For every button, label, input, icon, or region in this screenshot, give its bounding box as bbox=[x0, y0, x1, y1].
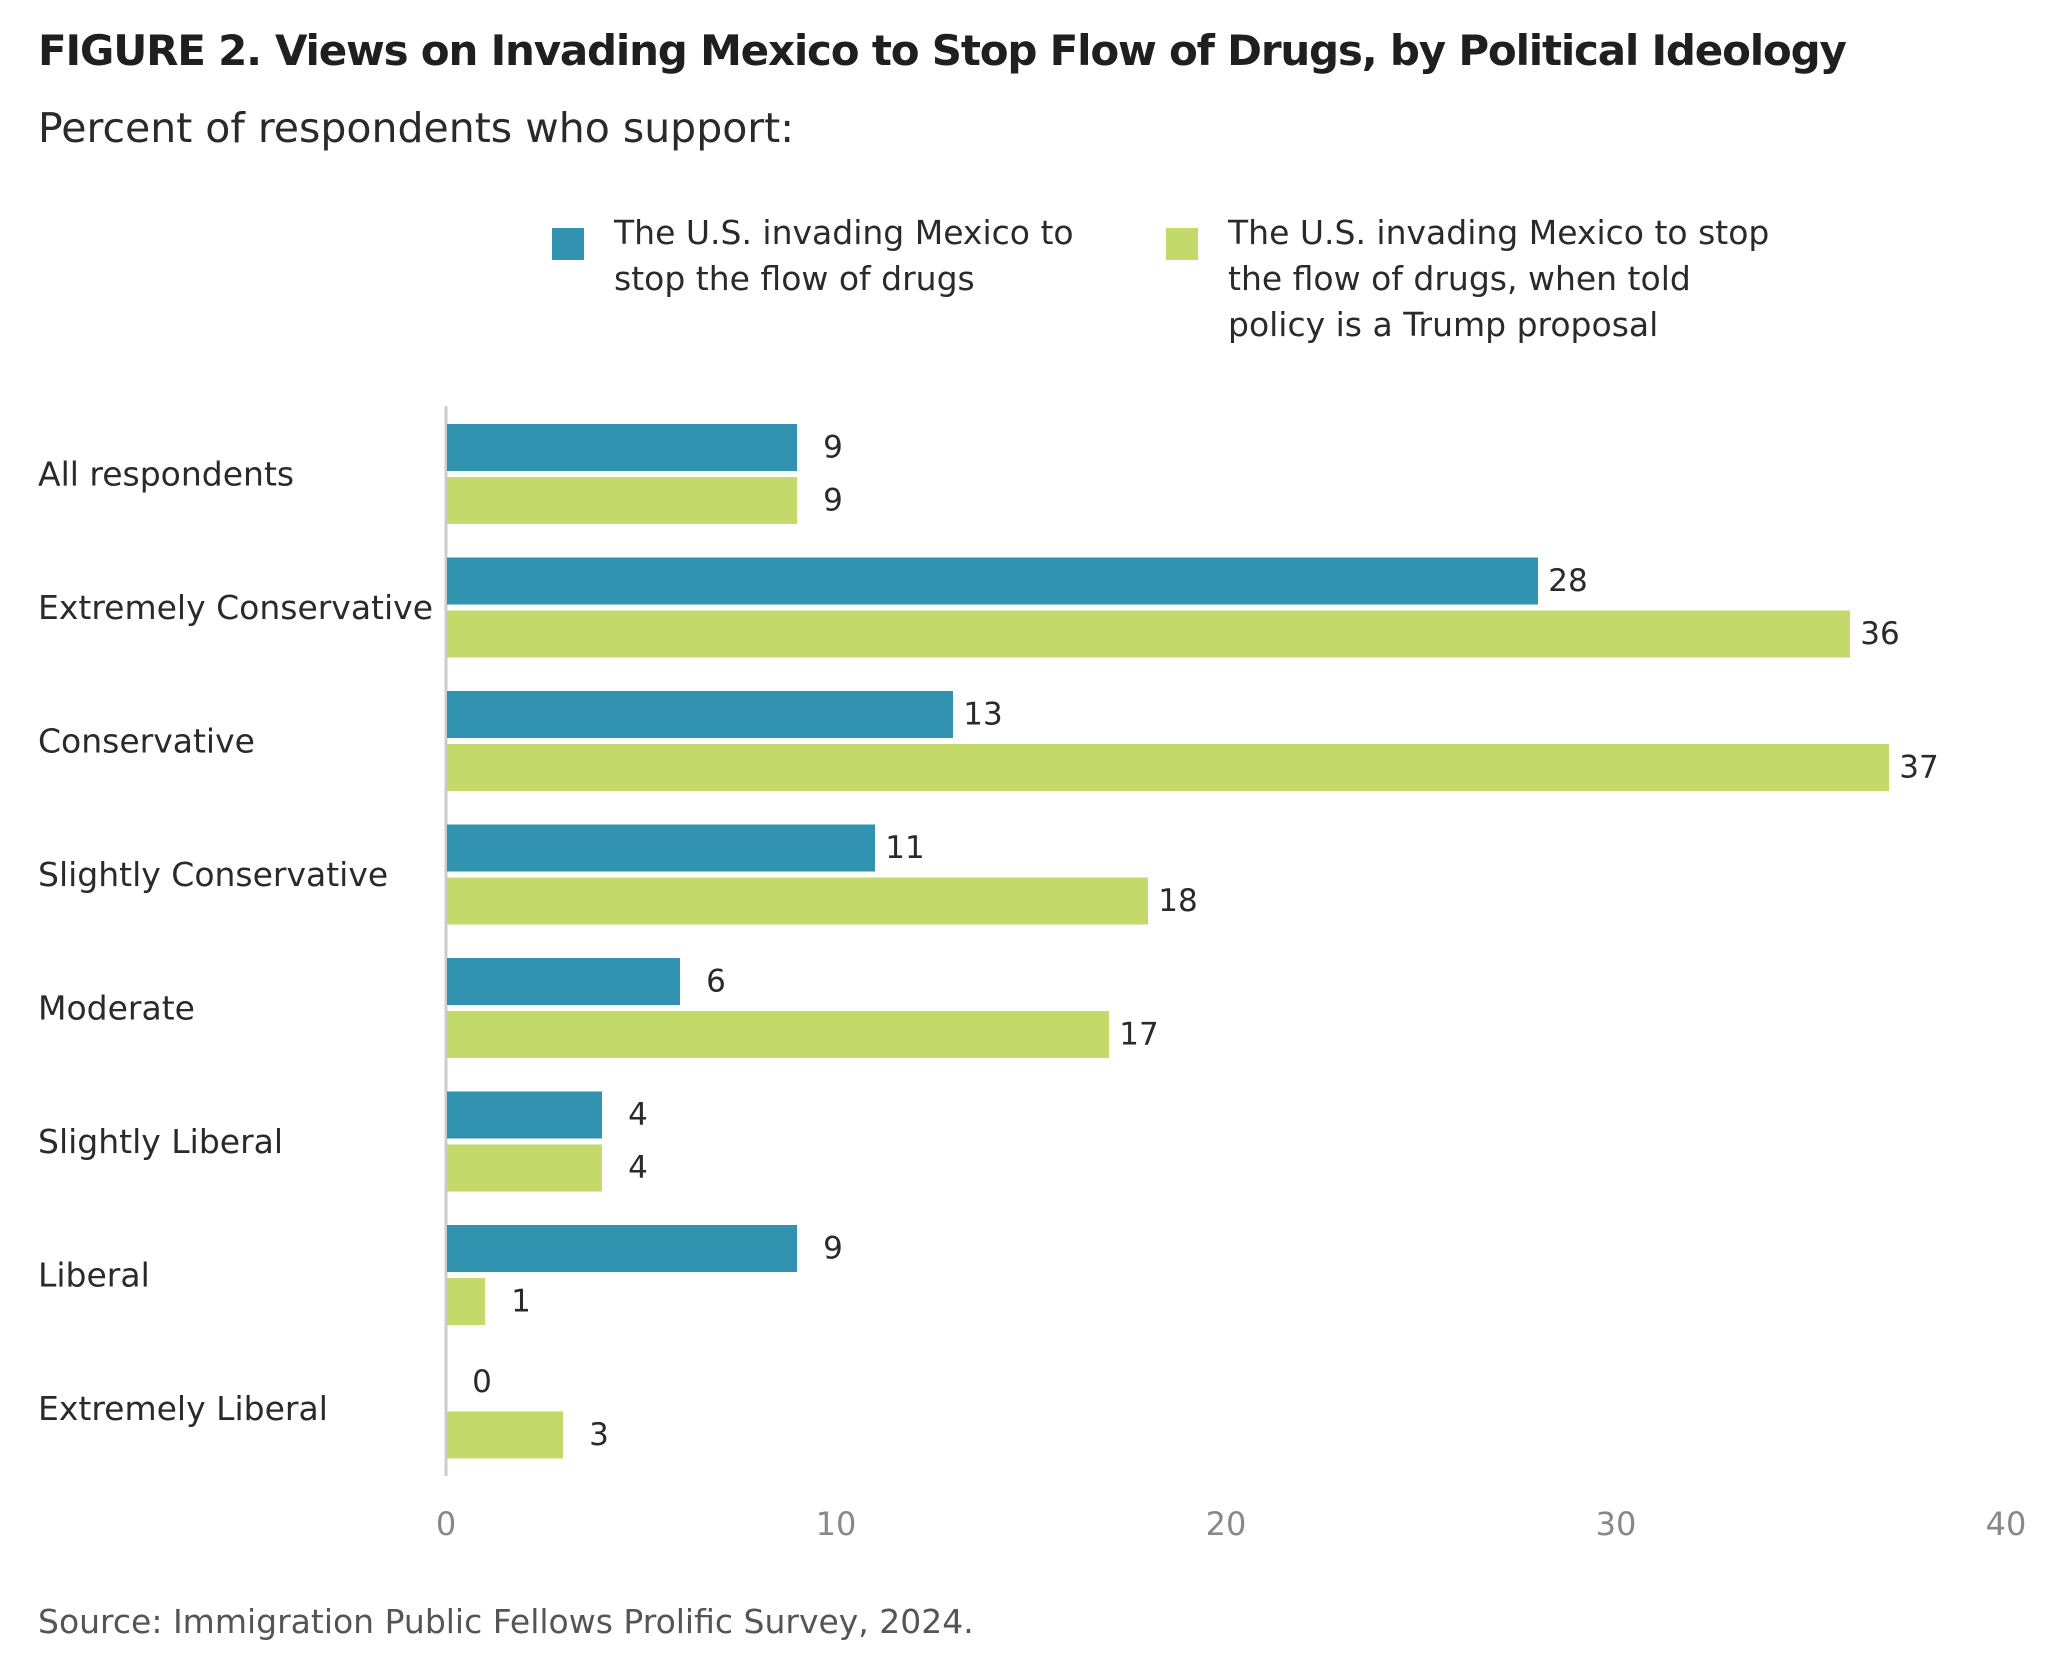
bar-series-2 bbox=[447, 610, 1850, 658]
bar-series-1 bbox=[447, 691, 953, 738]
figure-number: FIGURE 2. bbox=[38, 26, 262, 75]
bar-series-1 bbox=[447, 1225, 797, 1272]
category-label: Moderate bbox=[38, 989, 195, 1028]
x-tick-label: 40 bbox=[1986, 1505, 2027, 1543]
data-label-series-2: 36 bbox=[1860, 616, 1899, 652]
data-label-series-2: 37 bbox=[1899, 750, 1938, 786]
bar-series-2 bbox=[447, 477, 797, 524]
bar-series-2 bbox=[447, 1411, 563, 1459]
chart-legend: The U.S. invading Mexico to stop the flo… bbox=[0, 210, 2064, 360]
category-label: Conservative bbox=[38, 722, 255, 761]
data-label-series-1: 28 bbox=[1548, 563, 1587, 599]
data-label-series-2: 9 bbox=[823, 483, 843, 519]
category-label: Slightly Conservative bbox=[38, 855, 388, 894]
bar-series-2 bbox=[447, 1011, 1109, 1058]
source-note: Source: Immigration Public Fellows Proli… bbox=[38, 1602, 974, 1641]
data-label-series-1: 13 bbox=[963, 697, 1002, 733]
chart-title: FIGURE 2. Views on Invading Mexico to Sto… bbox=[38, 26, 1847, 75]
data-label-series-1: 11 bbox=[885, 830, 924, 866]
x-tick-label: 0 bbox=[436, 1505, 456, 1543]
data-label-series-2: 3 bbox=[589, 1417, 609, 1453]
data-label-series-1: 0 bbox=[472, 1364, 492, 1400]
data-label-series-1: 4 bbox=[628, 1097, 648, 1133]
data-label-series-1: 6 bbox=[706, 964, 726, 1000]
x-tick-label: 20 bbox=[1206, 1505, 1247, 1543]
bar-series-1 bbox=[447, 958, 680, 1005]
category-label: Extremely Liberal bbox=[38, 1389, 328, 1428]
bar-series-2 bbox=[447, 877, 1148, 925]
bar-series-2 bbox=[447, 1144, 602, 1192]
bar-series-1 bbox=[447, 1091, 602, 1139]
data-label-series-1: 9 bbox=[823, 430, 843, 466]
x-tick-label: 10 bbox=[816, 1505, 857, 1543]
category-label: Slightly Liberal bbox=[38, 1122, 283, 1161]
x-tick-label: 30 bbox=[1596, 1505, 1637, 1543]
category-label: Extremely Conservative bbox=[38, 588, 433, 627]
data-label-series-2: 18 bbox=[1158, 883, 1197, 919]
legend-label-series-1: The U.S. invading Mexico to stop the flo… bbox=[614, 213, 1074, 298]
bar-series-1 bbox=[447, 557, 1538, 605]
legend-swatch-series-1 bbox=[552, 228, 584, 260]
bar-series-2 bbox=[447, 744, 1889, 791]
chart-subtitle: Percent of respondents who support: bbox=[38, 104, 795, 152]
bar-series-1 bbox=[447, 824, 875, 872]
bar-series-2 bbox=[447, 1278, 485, 1325]
data-label-series-2: 17 bbox=[1119, 1017, 1158, 1053]
legend-swatch-series-2 bbox=[1166, 228, 1198, 260]
category-label: Liberal bbox=[38, 1256, 150, 1295]
legend-label-series-2: The U.S. invading Mexico to stop the flo… bbox=[1228, 213, 1770, 344]
data-label-series-2: 4 bbox=[628, 1150, 648, 1186]
category-label: All respondents bbox=[38, 455, 294, 494]
chart-title-text: Views on Invading Mexico to Stop Flow of… bbox=[274, 26, 1847, 75]
bar-series-1 bbox=[447, 424, 797, 471]
data-label-series-2: 1 bbox=[511, 1284, 531, 1320]
data-label-series-1: 9 bbox=[823, 1231, 843, 1267]
